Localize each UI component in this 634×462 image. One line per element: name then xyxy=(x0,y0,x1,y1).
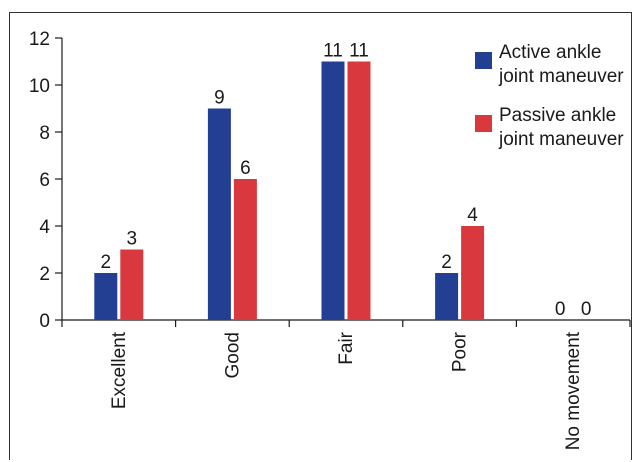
bar-passive xyxy=(120,249,144,320)
bars xyxy=(94,61,485,320)
x-category-label: Excellent xyxy=(109,331,130,409)
y-tick-label: 2 xyxy=(39,264,50,285)
bar-passive xyxy=(461,226,485,320)
legend-label: Passive ankle xyxy=(499,105,616,126)
legend-label: joint maneuver xyxy=(498,66,624,87)
y-tick-label: 4 xyxy=(39,217,50,238)
x-axis: Excellent Good Fair Poor No movement xyxy=(61,319,631,450)
legend: Active ankle joint maneuver Passive ankle j… xyxy=(475,42,624,150)
chart-frame xyxy=(9,12,632,460)
y-axis: 0 2 4 6 8 10 12 xyxy=(29,29,63,332)
x-category-label: Fair xyxy=(336,331,357,364)
data-label: 11 xyxy=(349,41,369,62)
data-label: 2 xyxy=(101,252,112,273)
legend-label: joint maneuver xyxy=(498,129,624,150)
data-labels: 2 9 11 2 0 3 6 11 4 0 xyxy=(101,41,592,321)
data-label: 2 xyxy=(441,252,452,273)
bar-active xyxy=(435,273,459,320)
data-label: 0 xyxy=(581,299,592,320)
bar-active xyxy=(207,108,231,320)
bar-passive xyxy=(233,179,257,320)
x-category-label: Good xyxy=(222,332,243,378)
y-tick-label: 8 xyxy=(39,123,50,144)
data-label: 11 xyxy=(323,41,343,62)
bar-passive xyxy=(347,61,371,320)
y-tick-label: 6 xyxy=(39,170,50,191)
x-category-label: Poor xyxy=(450,331,471,372)
data-label: 6 xyxy=(240,158,251,179)
data-label: 0 xyxy=(555,299,566,320)
data-label: 3 xyxy=(127,229,138,250)
bar-active xyxy=(94,273,118,320)
y-tick-label: 12 xyxy=(29,29,50,50)
y-tick-label: 10 xyxy=(29,76,50,97)
legend-label: Active ankle xyxy=(499,42,601,63)
y-tick-label: 0 xyxy=(39,311,50,332)
legend-swatch xyxy=(475,52,492,69)
x-category-label: No movement xyxy=(563,331,584,450)
legend-swatch xyxy=(475,115,492,132)
data-label: 9 xyxy=(214,88,225,109)
bar-active xyxy=(321,61,345,320)
data-label: 4 xyxy=(467,205,478,226)
